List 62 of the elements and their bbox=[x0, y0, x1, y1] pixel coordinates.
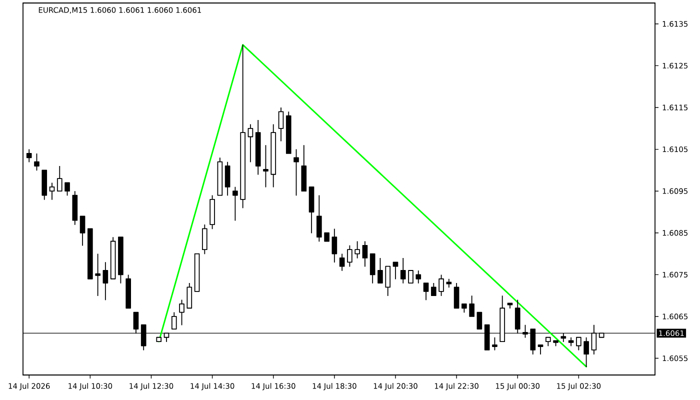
candlestick bbox=[362, 240, 368, 267]
candlestick bbox=[118, 236, 124, 284]
candlestick bbox=[56, 166, 62, 192]
candlestick bbox=[26, 148, 32, 162]
candlestick bbox=[171, 312, 177, 330]
candlestick bbox=[400, 258, 406, 284]
candlestick bbox=[392, 262, 398, 280]
candlestick bbox=[286, 111, 292, 154]
candlestick bbox=[378, 258, 383, 284]
candlestick bbox=[210, 194, 215, 230]
candlestick bbox=[408, 270, 414, 284]
candlestick bbox=[278, 107, 284, 142]
candlestick bbox=[72, 190, 78, 225]
candlestick bbox=[110, 236, 116, 280]
candlestick bbox=[576, 336, 582, 350]
candlestick bbox=[64, 182, 70, 196]
candlestick bbox=[438, 274, 444, 296]
candlestick bbox=[80, 216, 86, 246]
candlestick bbox=[186, 282, 192, 309]
candlestick bbox=[308, 186, 314, 234]
candlestick bbox=[102, 262, 108, 300]
candlestick bbox=[202, 224, 208, 254]
candlestick bbox=[324, 232, 330, 242]
candlestick bbox=[553, 340, 558, 346]
candlestick bbox=[95, 253, 100, 296]
candlestick bbox=[446, 278, 452, 288]
candlestick bbox=[156, 336, 162, 342]
candlestick bbox=[126, 274, 131, 309]
candlestick bbox=[354, 240, 360, 258]
candlestick bbox=[179, 299, 184, 326]
candlestick bbox=[339, 253, 345, 271]
candlestick bbox=[217, 157, 223, 196]
candlestick bbox=[462, 303, 467, 313]
candlestick bbox=[430, 282, 436, 296]
candlestick bbox=[301, 144, 307, 192]
candlestick bbox=[224, 161, 230, 196]
candlestick bbox=[423, 282, 429, 300]
candlestick bbox=[270, 124, 276, 188]
candlestick bbox=[34, 153, 40, 171]
candlestick bbox=[507, 302, 513, 309]
candlestick bbox=[194, 253, 200, 292]
candlestick bbox=[568, 336, 574, 346]
candlestick bbox=[240, 44, 246, 208]
candlestick bbox=[347, 244, 352, 267]
candlestick bbox=[385, 266, 391, 296]
candlestick bbox=[332, 228, 338, 263]
candlestick bbox=[492, 336, 498, 350]
candlestick bbox=[476, 312, 482, 330]
candlestick bbox=[88, 228, 93, 280]
candlestick bbox=[316, 194, 322, 242]
candlestick bbox=[538, 344, 544, 355]
candlestick bbox=[584, 336, 589, 368]
candlestick bbox=[49, 182, 55, 200]
candlestick bbox=[42, 170, 48, 200]
candlestick bbox=[545, 336, 551, 346]
candlestick bbox=[469, 295, 474, 317]
candlestick bbox=[232, 186, 238, 221]
candlestick bbox=[248, 124, 254, 162]
candlestick bbox=[255, 120, 261, 175]
candlestick bbox=[370, 253, 376, 284]
candlestick bbox=[454, 282, 460, 309]
candlestick bbox=[416, 270, 422, 284]
